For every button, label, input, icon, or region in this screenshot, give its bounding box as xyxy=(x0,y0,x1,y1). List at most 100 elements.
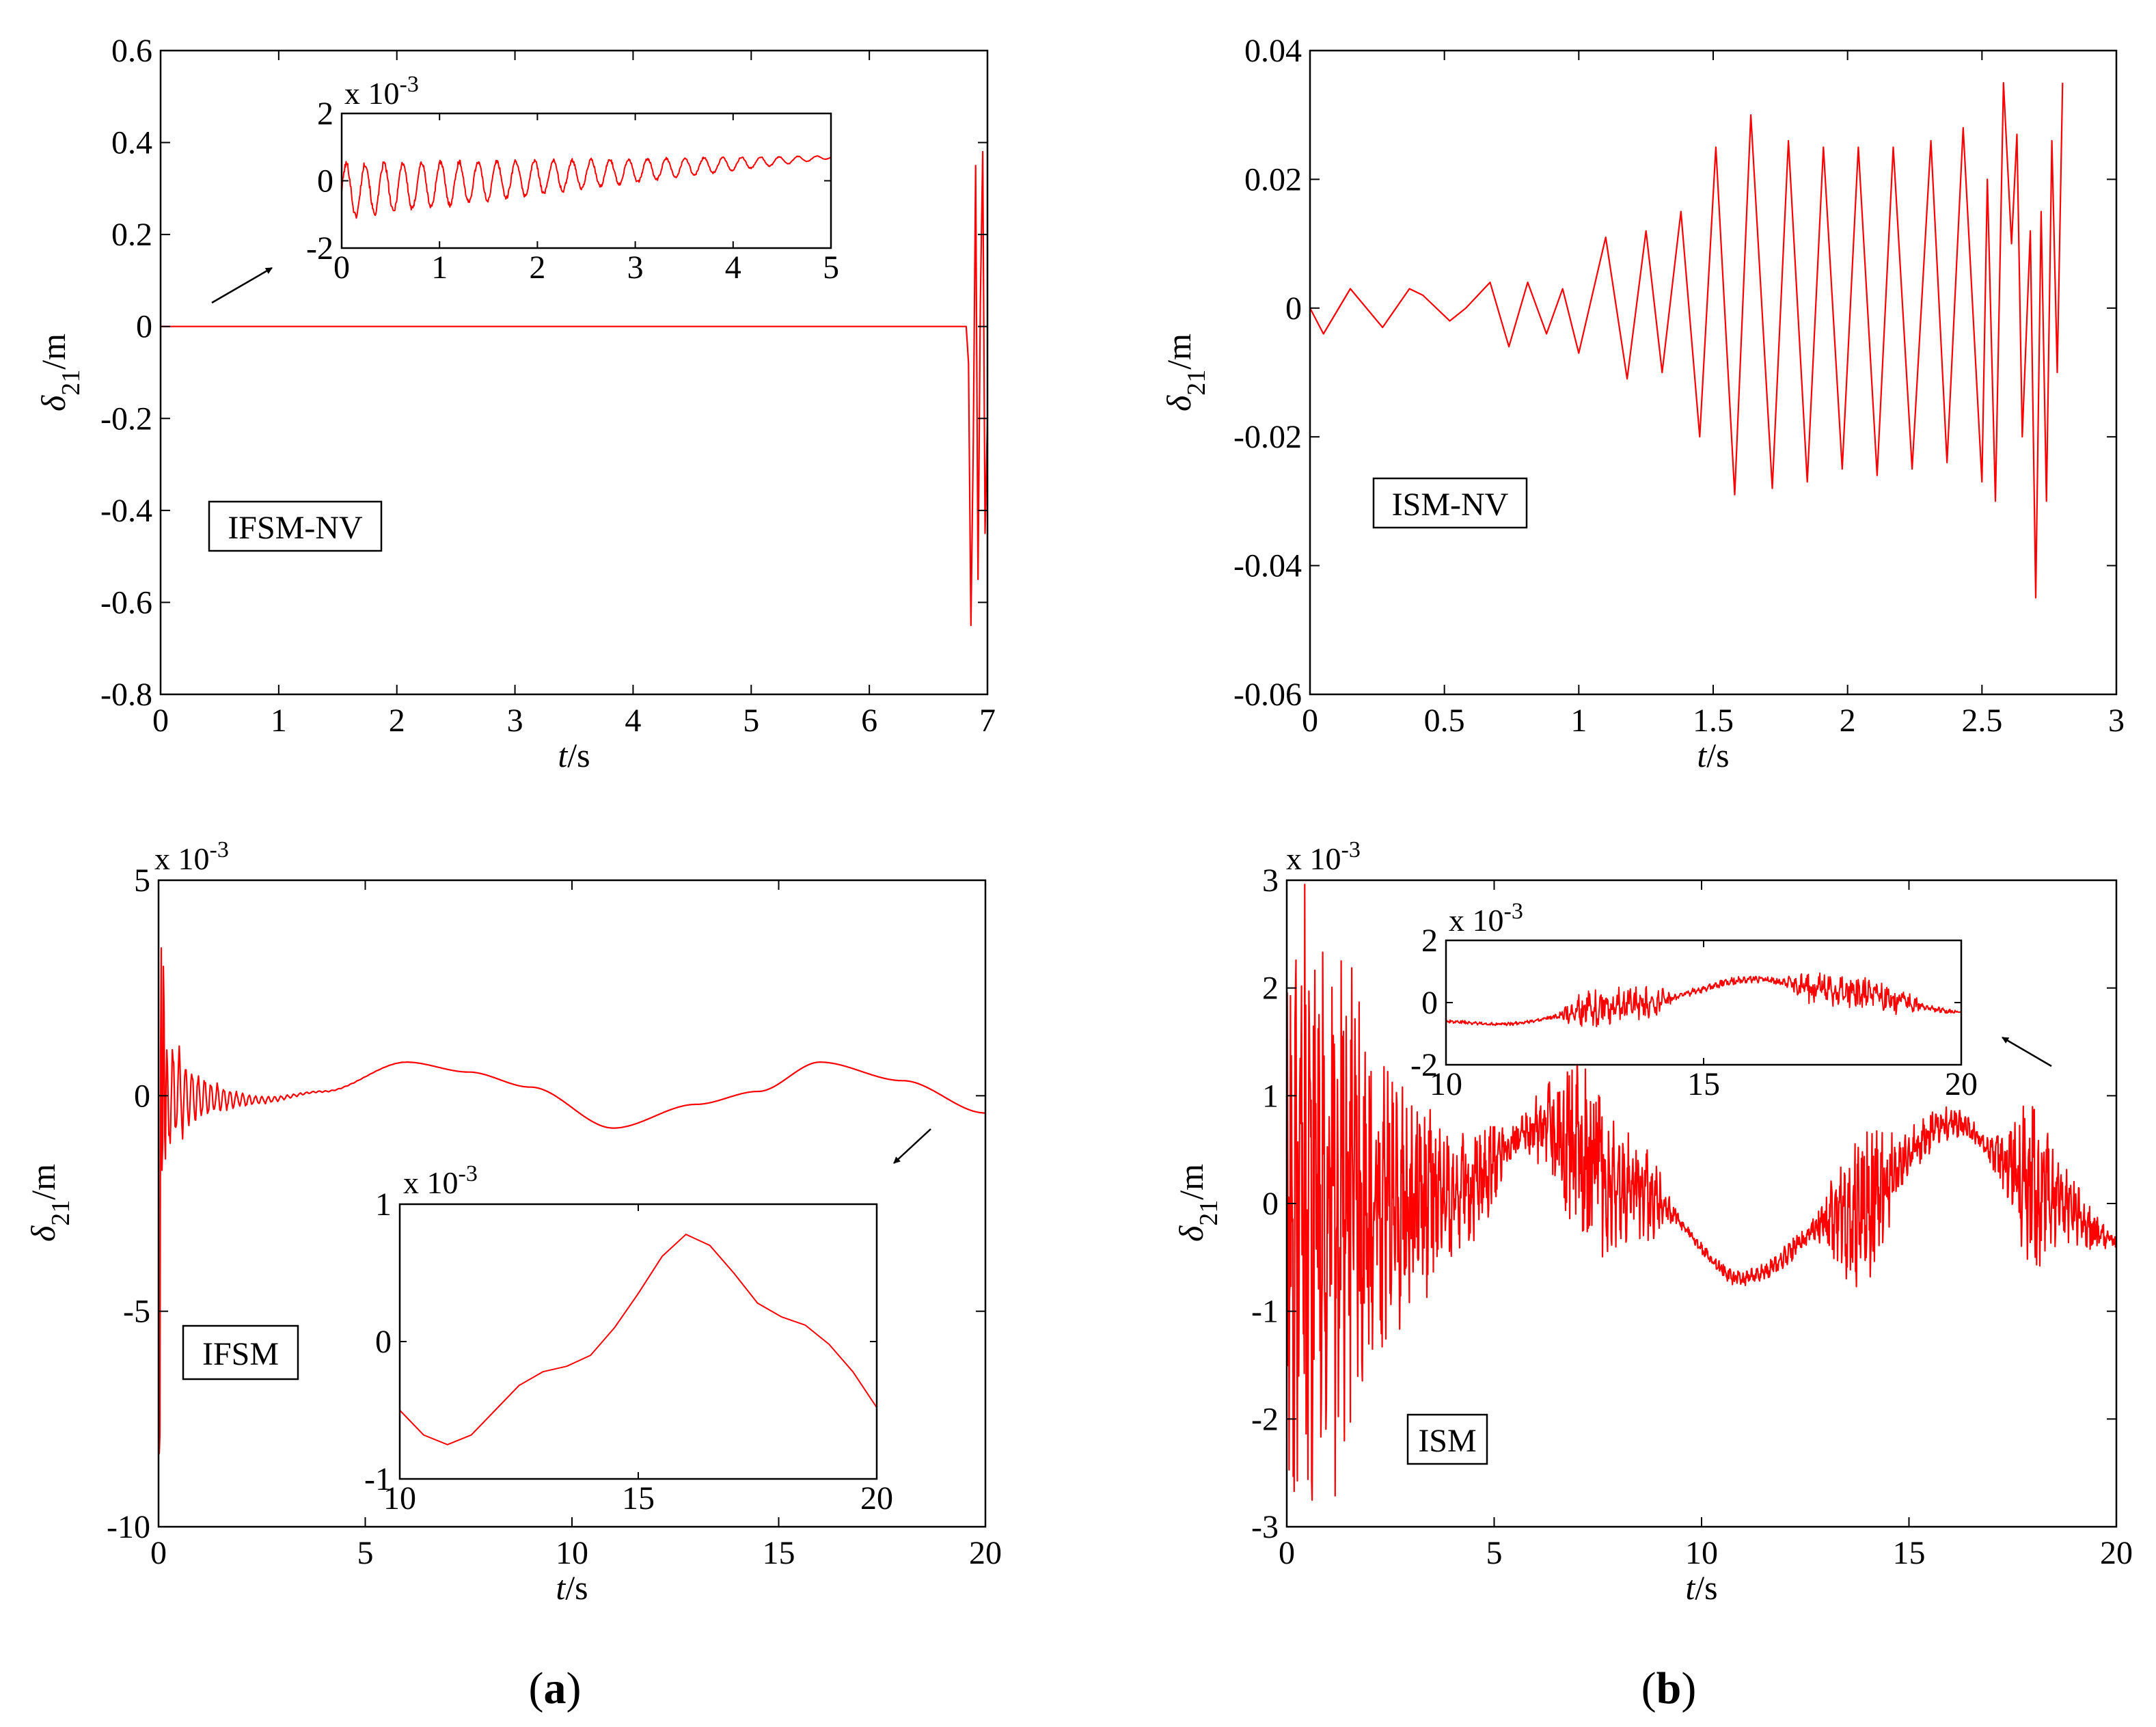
x-tick-label: 3 xyxy=(507,703,523,739)
x-tick-label: 10 xyxy=(1685,1535,1718,1571)
x-tick-label: 20 xyxy=(969,1535,1002,1571)
x-tick-label: 7 xyxy=(979,703,996,739)
y-tick-label: 2 xyxy=(1421,923,1438,959)
y-tick-label: -3 xyxy=(1251,1509,1279,1545)
x-tick-label: 2 xyxy=(389,703,405,739)
x-tick-label: 20 xyxy=(860,1480,893,1517)
x-tick-label: 10 xyxy=(1430,1066,1462,1102)
x-tick-label: 0 xyxy=(150,1535,167,1571)
y-tick-label: 0 xyxy=(134,1078,150,1114)
y-tick-label: -10 xyxy=(107,1509,150,1545)
series-line xyxy=(1285,884,2118,1501)
x-tick-label: 3 xyxy=(627,249,644,286)
series-line xyxy=(161,150,989,627)
x-tick-label: 5 xyxy=(743,703,759,739)
y-axis-label: δ21/m xyxy=(1160,334,1211,411)
y-tick-label: -0.8 xyxy=(100,677,152,713)
y-tick-label: 0 xyxy=(136,309,152,345)
x-tick-label: 20 xyxy=(1945,1066,1978,1102)
y-tick-label: -2 xyxy=(1410,1047,1438,1083)
x-axis-label: t/s xyxy=(558,736,590,774)
inset-chart: 0 1 2 3 4 5-202 x 10-3 xyxy=(306,72,839,286)
inset-pointer-arrow xyxy=(211,267,273,304)
x-axis-label: t/s xyxy=(1685,1568,1717,1607)
x-tick-label: 0.5 xyxy=(1424,703,1465,739)
x-tick-label: 6 xyxy=(861,703,877,739)
x-tick-label: 15 xyxy=(622,1480,655,1517)
x-tick-label: 0 xyxy=(152,703,169,739)
y-tick-label: 1 xyxy=(375,1186,392,1223)
y-tick-label: 0 xyxy=(317,163,333,200)
y-tick-label: -0.2 xyxy=(100,400,152,437)
y-tick-label: 5 xyxy=(134,862,150,899)
inset-multiplier: x 10-3 xyxy=(344,72,419,111)
x-tick-label: 10 xyxy=(556,1535,588,1571)
x-tick-label: 2.5 xyxy=(1961,703,2002,739)
y-axis-label: δ21/m xyxy=(24,1164,75,1242)
y-tick-label: 0.6 xyxy=(111,33,152,69)
axis-multiplier: x 10-3 xyxy=(1286,837,1361,877)
x-tick-label: 15 xyxy=(763,1535,795,1571)
y-axis-label: δ21/m xyxy=(1172,1164,1223,1242)
inset-series-line xyxy=(399,1234,877,1445)
y-tick-label: -0.06 xyxy=(1233,677,1302,713)
annotation-label: ISM-NV xyxy=(1392,487,1509,523)
y-tick-label: 0.04 xyxy=(1244,33,1302,69)
y-tick-label: -0.02 xyxy=(1233,419,1302,455)
annotation-box: IFSM-NV xyxy=(208,500,383,552)
x-tick-label: 3 xyxy=(2108,703,2125,739)
y-tick-label: 0 xyxy=(1262,1186,1279,1222)
plot-frame xyxy=(159,49,989,696)
x-tick-label: 10 xyxy=(383,1480,416,1517)
x-tick-label: 5 xyxy=(357,1535,374,1571)
y-tick-label: 0 xyxy=(375,1324,392,1360)
x-tick-label: 0 xyxy=(1302,703,1318,739)
annotation-label: IFSM xyxy=(202,1336,279,1372)
inset-chart: 10 15 20 -1 0 1 x 10-3 xyxy=(364,1161,893,1517)
y-tick-label: -0.4 xyxy=(100,493,152,529)
x-tick-label: 2 xyxy=(1840,703,1856,739)
y-tick-label: -2 xyxy=(306,230,333,267)
x-axis-label: t/s xyxy=(1697,736,1729,774)
x-axis-label: t/s xyxy=(556,1568,588,1607)
x-tick-label: 20 xyxy=(2100,1535,2133,1571)
y-tick-label: -0.04 xyxy=(1233,548,1302,584)
series-line xyxy=(158,947,986,1454)
y-tick-label: 0.02 xyxy=(1244,161,1302,198)
inset-series-line xyxy=(341,155,832,219)
x-tick-label: 4 xyxy=(725,249,741,286)
inset-multiplier: x 10-3 xyxy=(403,1161,478,1201)
y-tick-label: 3 xyxy=(1262,862,1279,899)
chart-a-top: 0 1 2 3 4 5 6 7 -0.8 -0.6 -0.4 -0.2 0 0.2 0.4 0.6 t/s δ… xyxy=(34,33,996,774)
y-tick-label: 0.4 xyxy=(111,125,152,161)
x-tick-label: 2 xyxy=(529,249,545,286)
inset-multiplier: x 10-3 xyxy=(1449,899,1523,938)
x-tick-label: 15 xyxy=(1687,1066,1720,1102)
panel-label-b: (b) xyxy=(1641,1663,1697,1713)
y-tick-label: 0 xyxy=(1285,290,1302,327)
plot-frame xyxy=(1309,49,2118,696)
y-tick-label: -5 xyxy=(123,1294,150,1330)
x-tick-label: 4 xyxy=(625,703,641,739)
x-tick-label: 0 xyxy=(333,249,350,286)
x-tick-label: 0 xyxy=(1279,1535,1295,1571)
x-tick-label: 1.5 xyxy=(1693,703,1734,739)
inset-pointer-arrow xyxy=(893,1128,931,1164)
x-tick-label: 1 xyxy=(431,249,448,286)
y-tick-label: -0.6 xyxy=(100,584,152,621)
x-tick-label: 1 xyxy=(1570,703,1587,739)
annotation-box: IFSM xyxy=(182,1324,299,1381)
inset-series-line xyxy=(1445,972,1962,1028)
x-tick-label: 5 xyxy=(823,249,839,286)
x-tick-label: 1 xyxy=(271,703,287,739)
annotation-box: ISM xyxy=(1406,1413,1488,1465)
y-tick-label: -1 xyxy=(364,1461,392,1497)
y-tick-label: 0 xyxy=(1421,985,1438,1021)
x-tick-label: 5 xyxy=(1486,1535,1503,1571)
panel-label-a: (a) xyxy=(529,1663,582,1713)
chart-b-top: 0 0.5 1 1.5 2 2.5 3 -0.06 -0.04 -0.02 0 0.02 0.04 t/… xyxy=(1160,33,2125,774)
series-line xyxy=(1309,82,2064,599)
y-tick-label: 2 xyxy=(317,96,333,132)
y-tick-label: -2 xyxy=(1251,1401,1279,1437)
